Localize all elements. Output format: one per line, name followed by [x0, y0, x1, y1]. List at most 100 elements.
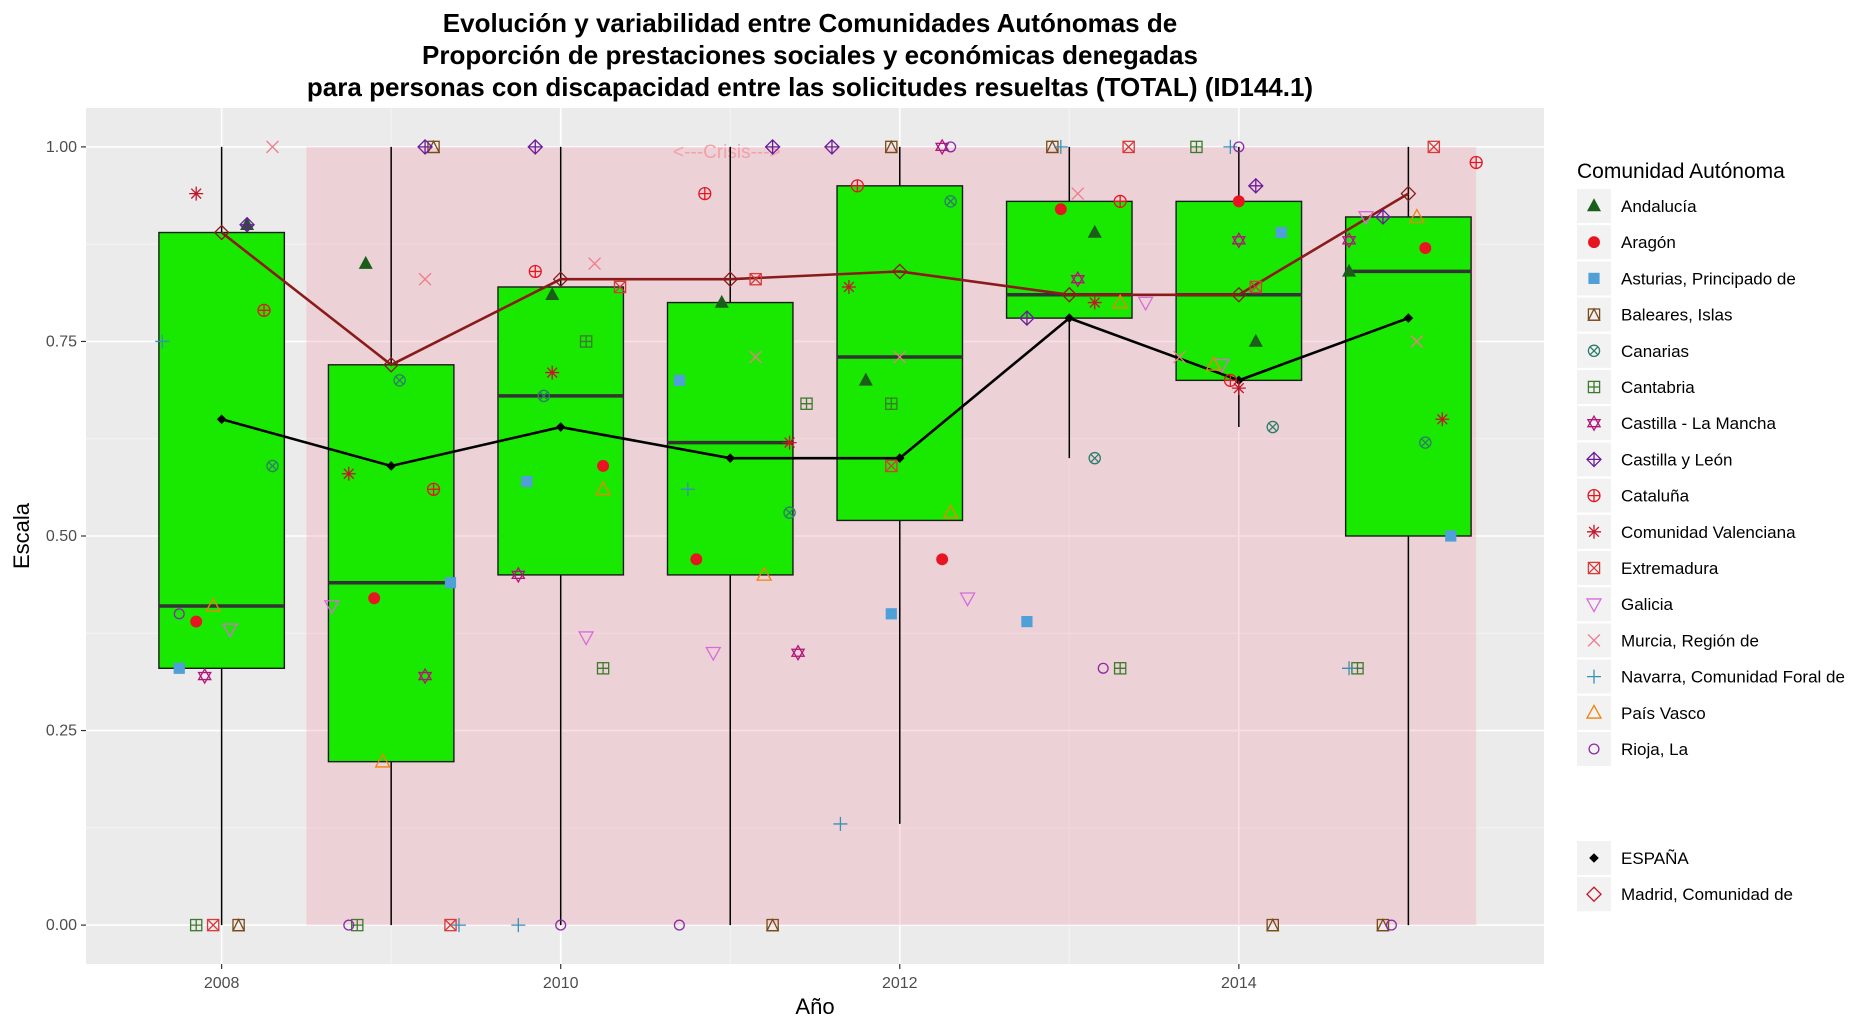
legend-item: Rioja, La [1577, 732, 1689, 766]
legend-item: Asturias, Principado de [1577, 261, 1796, 296]
data-point [936, 553, 949, 566]
data-point [417, 138, 433, 155]
trend-point [891, 263, 908, 280]
data-point [1112, 293, 1129, 309]
points-series [155, 139, 1357, 933]
data-point [221, 623, 239, 639]
data-point [1070, 270, 1085, 288]
x-axis-title: Año [795, 994, 834, 1019]
data-point [934, 138, 950, 156]
legend-item: Canarias [1577, 333, 1689, 368]
data-point [231, 918, 246, 932]
data-point [266, 459, 279, 473]
legend-item: ESPAÑA [1577, 841, 1689, 875]
legend-label: Galicia [1621, 595, 1674, 614]
data-point [1137, 296, 1154, 312]
data-point [1053, 139, 1068, 154]
data-point [765, 918, 780, 932]
legend-label: Asturias, Principado de [1621, 269, 1796, 288]
trend-point [552, 271, 569, 288]
legend-key-icon [1588, 272, 1600, 284]
data-point [841, 279, 856, 294]
legend-key-icon [1589, 853, 1599, 863]
legend-key-icon [1585, 598, 1603, 613]
trend-point [1064, 313, 1075, 323]
chart-title-line-1: Evolución y variabilidad entre Comunidad… [443, 8, 1177, 38]
data-point [594, 480, 612, 496]
data-point [444, 577, 457, 589]
data-point [1054, 203, 1067, 216]
legend-item: Galicia [1577, 587, 1674, 622]
box [836, 185, 964, 522]
legend-label: Navarra, Comunidad Foral de [1621, 668, 1845, 687]
data-point [521, 475, 533, 488]
x-tick-label: 2012 [882, 975, 918, 992]
data-point [1342, 661, 1357, 676]
trend-line [220, 192, 1410, 367]
data-point [1231, 381, 1246, 396]
data-point [537, 389, 550, 403]
data-point [885, 608, 897, 620]
points-series [197, 138, 1357, 685]
data-point [1385, 919, 1397, 931]
data-point [206, 918, 220, 932]
data-point [1233, 141, 1245, 153]
legend-item: Murcia, Región de [1577, 623, 1759, 658]
trend-point [1403, 313, 1414, 323]
data-point [343, 919, 355, 931]
data-point [690, 553, 703, 566]
data-point [239, 216, 255, 233]
legend-key-bg [1577, 695, 1611, 730]
trend-point [213, 224, 230, 241]
legend-key-bg [1577, 297, 1611, 332]
points-series [239, 138, 1391, 327]
y-tick-label: 0.50 [46, 528, 77, 545]
legend-key-icon [1587, 633, 1601, 647]
legend-label: Baleares, Islas [1621, 306, 1733, 325]
data-point [189, 186, 204, 201]
trend-point [1061, 286, 1078, 303]
data-point [597, 460, 610, 472]
data-point [1419, 436, 1432, 449]
legend-key-icon [1586, 886, 1602, 903]
data-point [1190, 140, 1203, 154]
data-point [1357, 211, 1375, 226]
data-point [1071, 187, 1085, 201]
legend-key-icon [1587, 561, 1601, 575]
legend-key-icon [1587, 307, 1601, 321]
legend-key-icon [1587, 344, 1601, 358]
boxplot-2009 [327, 146, 455, 926]
points-series [173, 141, 1397, 931]
data-point [756, 566, 773, 581]
legend-item: Aragón [1577, 225, 1676, 260]
data-point [1427, 140, 1441, 154]
trend-point [894, 453, 905, 463]
y-tick-label: 0.00 [46, 917, 77, 934]
trend-point [386, 461, 396, 471]
y-tick-label: 0.25 [46, 723, 77, 740]
points-series [190, 195, 1432, 628]
legend-label: ESPAÑA [1621, 849, 1689, 868]
legend-item: Extremadura [1577, 551, 1719, 585]
y-axis-title: Escala [9, 502, 34, 569]
x-tick-label: 2010 [543, 975, 579, 992]
data-point [1232, 195, 1245, 208]
legend-key-icon [1587, 488, 1601, 503]
legend-key-icon [1587, 669, 1601, 684]
legend-label: Murcia, Región de [1621, 631, 1759, 650]
y-tick-label: 1.00 [46, 139, 77, 156]
data-point [783, 506, 796, 519]
data-point [1205, 356, 1222, 371]
legend-item: Baleares, Islas [1577, 297, 1733, 332]
data-point [578, 631, 595, 646]
legend-label: Cataluña [1621, 487, 1690, 506]
data-point [1018, 310, 1035, 327]
chart-title-line-2: Proporción de prestaciones sociales y ec… [422, 40, 1198, 70]
data-point [1173, 350, 1186, 364]
chart-title-line-3: para personas con discapacidad entre las… [307, 72, 1313, 102]
data-point [833, 816, 848, 831]
legend-item: Cantabria [1577, 370, 1695, 404]
legend-key-icon [1588, 743, 1600, 755]
legend-item: Andalucía [1577, 189, 1697, 223]
legend-key-bg [1577, 406, 1611, 441]
